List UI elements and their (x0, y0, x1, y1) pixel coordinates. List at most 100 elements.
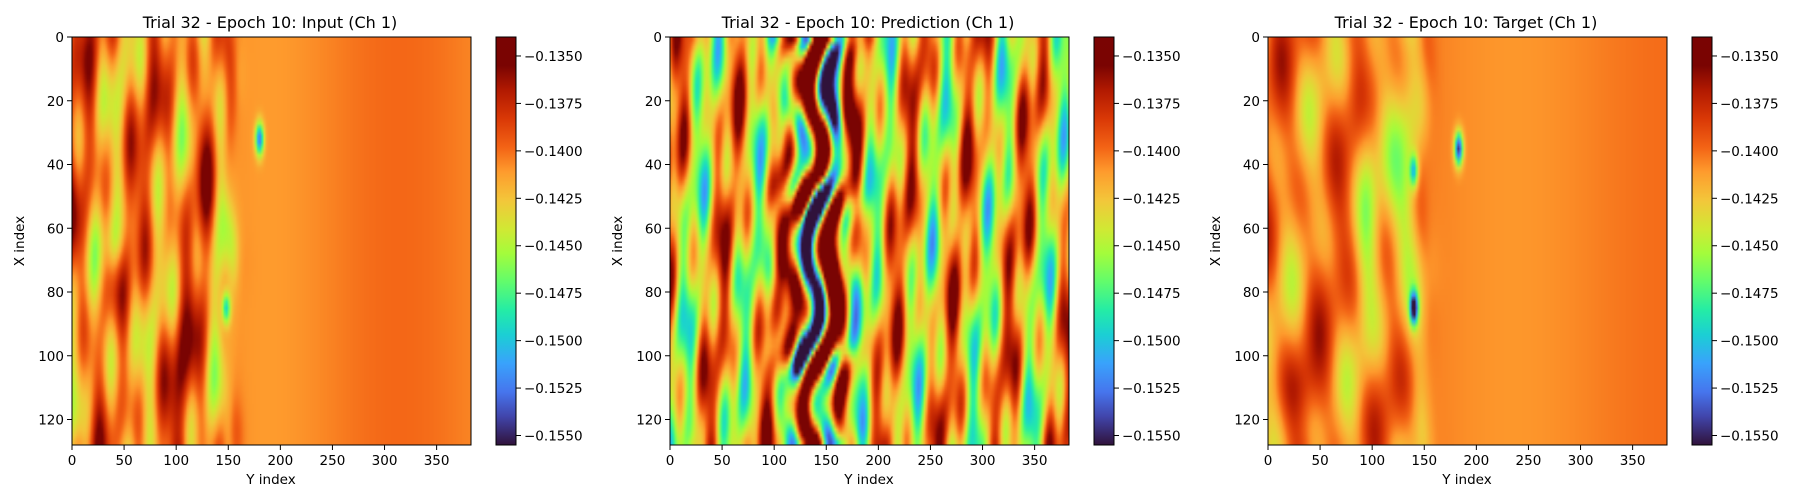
colorbar-tick-label: −0.1425 (1720, 191, 1779, 207)
plot-frame (71, 36, 472, 446)
x-axis-label: Y index (843, 472, 893, 488)
y-tick-label: 120 (636, 413, 662, 429)
x-tick-label: 50 (1311, 453, 1328, 469)
x-axis-label: Y index (245, 472, 295, 488)
colorbar-tick-label: −0.1450 (1122, 239, 1181, 255)
colorbar-tick-label: −0.1400 (1720, 144, 1779, 160)
y-tick-label: 80 (1243, 285, 1260, 301)
y-tick-label: 60 (1243, 221, 1260, 237)
heatmap-image (670, 37, 1069, 445)
y-tick-label: 60 (645, 221, 662, 237)
panel-input: Trial 32 - Epoch 10: Input (Ch 1) 0 50 100… (12, 13, 583, 488)
colorbar-tick-label: −0.1475 (1720, 286, 1779, 302)
heatmap-image (72, 37, 471, 445)
colorbar-tick-label: −0.1500 (1720, 334, 1779, 350)
y-axis: 0 20 40 60 80 100 120 (38, 30, 72, 429)
y-tick-label: 100 (38, 349, 64, 365)
x-tick-label: 0 (666, 453, 675, 469)
x-tick-label: 100 (761, 453, 787, 469)
x-tick-label: 250 (320, 453, 346, 469)
y-tick-label: 120 (1234, 413, 1260, 429)
y-tick-label: 0 (55, 30, 64, 46)
colorbar-tick-label: −0.1500 (524, 334, 583, 350)
y-tick-label: 20 (645, 94, 662, 110)
x-axis: 0 50 100 150 200 250 300 350 (666, 445, 1048, 469)
y-axis-label: X index (1208, 216, 1224, 266)
x-tick-label: 150 (215, 453, 241, 469)
y-tick-label: 120 (38, 413, 64, 429)
y-tick-label: 40 (645, 158, 662, 174)
x-tick-label: 350 (424, 453, 450, 469)
colorbar-tick-label: −0.1525 (524, 381, 583, 397)
colorbar-tick-label: −0.1550 (1122, 429, 1181, 445)
colorbar-tick-label: −0.1350 (1122, 49, 1181, 65)
colorbar-tick-label: −0.1550 (1720, 429, 1779, 445)
panel-title: Trial 32 - Epoch 10: Target (Ch 1) (1334, 13, 1598, 32)
colorbar-tick-label: −0.1525 (1720, 381, 1779, 397)
x-tick-label: 200 (267, 453, 293, 469)
plot-frame (1267, 36, 1668, 446)
x-tick-label: 50 (713, 453, 730, 469)
y-tick-label: 0 (653, 30, 662, 46)
colorbar-tick-label: −0.1450 (1720, 239, 1779, 255)
panel-title: Trial 32 - Epoch 10: Prediction (Ch 1) (721, 13, 1015, 32)
colorbar-axis: −0.1350 −0.1375 −0.1400 −0.1425 −0.1450 −0.14… (516, 49, 583, 445)
y-tick-label: 20 (47, 94, 64, 110)
x-tick-label: 150 (813, 453, 839, 469)
colorbar-tick-label: −0.1450 (524, 239, 583, 255)
colorbar-tick-label: −0.1425 (1122, 191, 1181, 207)
heatmap-raster (1268, 37, 1667, 445)
x-tick-label: 300 (372, 453, 398, 469)
x-tick-label: 150 (1411, 453, 1437, 469)
colorbar-tick-label: −0.1375 (524, 96, 583, 112)
y-tick-label: 40 (1243, 158, 1260, 174)
x-tick-label: 200 (865, 453, 891, 469)
heatmap-raster (670, 37, 1069, 445)
y-tick-label: 80 (645, 285, 662, 301)
x-tick-label: 0 (68, 453, 77, 469)
y-tick-label: 100 (1234, 349, 1260, 365)
y-axis: 0 20 40 60 80 100 120 (636, 30, 670, 429)
colorbar-tick-label: −0.1375 (1122, 96, 1181, 112)
colorbar-tick-label: −0.1375 (1720, 96, 1779, 112)
heatmap-raster (72, 37, 471, 445)
y-tick-label: 40 (47, 158, 64, 174)
y-tick-label: 20 (1243, 94, 1260, 110)
colorbar-tick-label: −0.1500 (1122, 334, 1181, 350)
colorbar-tick-label: −0.1525 (1122, 381, 1181, 397)
y-tick-label: 100 (636, 349, 662, 365)
x-tick-label: 250 (1516, 453, 1542, 469)
x-tick-label: 100 (163, 453, 189, 469)
panel-target: Trial 32 - Epoch 10: Target (Ch 1) 0 50 10… (1208, 13, 1779, 488)
x-tick-label: 200 (1463, 453, 1489, 469)
y-axis-label: X index (610, 216, 626, 266)
colorbar-tick-label: −0.1550 (524, 429, 583, 445)
colorbar-tick-label: −0.1475 (524, 286, 583, 302)
y-axis: 0 20 40 60 80 100 120 (1234, 30, 1268, 429)
x-axis: 0 50 100 150 200 250 300 350 (1264, 445, 1646, 469)
x-tick-label: 300 (970, 453, 996, 469)
panel-title: Trial 32 - Epoch 10: Input (Ch 1) (142, 13, 398, 32)
x-tick-label: 100 (1359, 453, 1385, 469)
x-axis-label: Y index (1441, 472, 1491, 488)
x-tick-label: 250 (918, 453, 944, 469)
x-tick-label: 50 (115, 453, 132, 469)
colorbar-tick-label: −0.1400 (1122, 144, 1181, 160)
x-tick-label: 0 (1264, 453, 1273, 469)
colorbar-axis: −0.1350 −0.1375 −0.1400 −0.1425 −0.1450 −0.14… (1712, 49, 1779, 445)
panel-prediction: Trial 32 - Epoch 10: Prediction (Ch 1) 0… (610, 13, 1181, 488)
colorbar-tick-label: −0.1425 (524, 191, 583, 207)
heatmap-image (1268, 37, 1667, 445)
y-tick-label: 60 (47, 221, 64, 237)
colorbar-tick-label: −0.1350 (1720, 49, 1779, 65)
y-axis-label: X index (12, 216, 28, 266)
colorbar (1691, 36, 1713, 446)
colorbar-tick-label: −0.1400 (524, 144, 583, 160)
colorbar-tick-label: −0.1475 (1122, 286, 1181, 302)
x-tick-label: 300 (1568, 453, 1594, 469)
x-tick-label: 350 (1022, 453, 1048, 469)
x-axis: 0 50 100 150 200 250 300 350 (68, 445, 450, 469)
colorbar (495, 36, 517, 446)
y-tick-label: 80 (47, 285, 64, 301)
